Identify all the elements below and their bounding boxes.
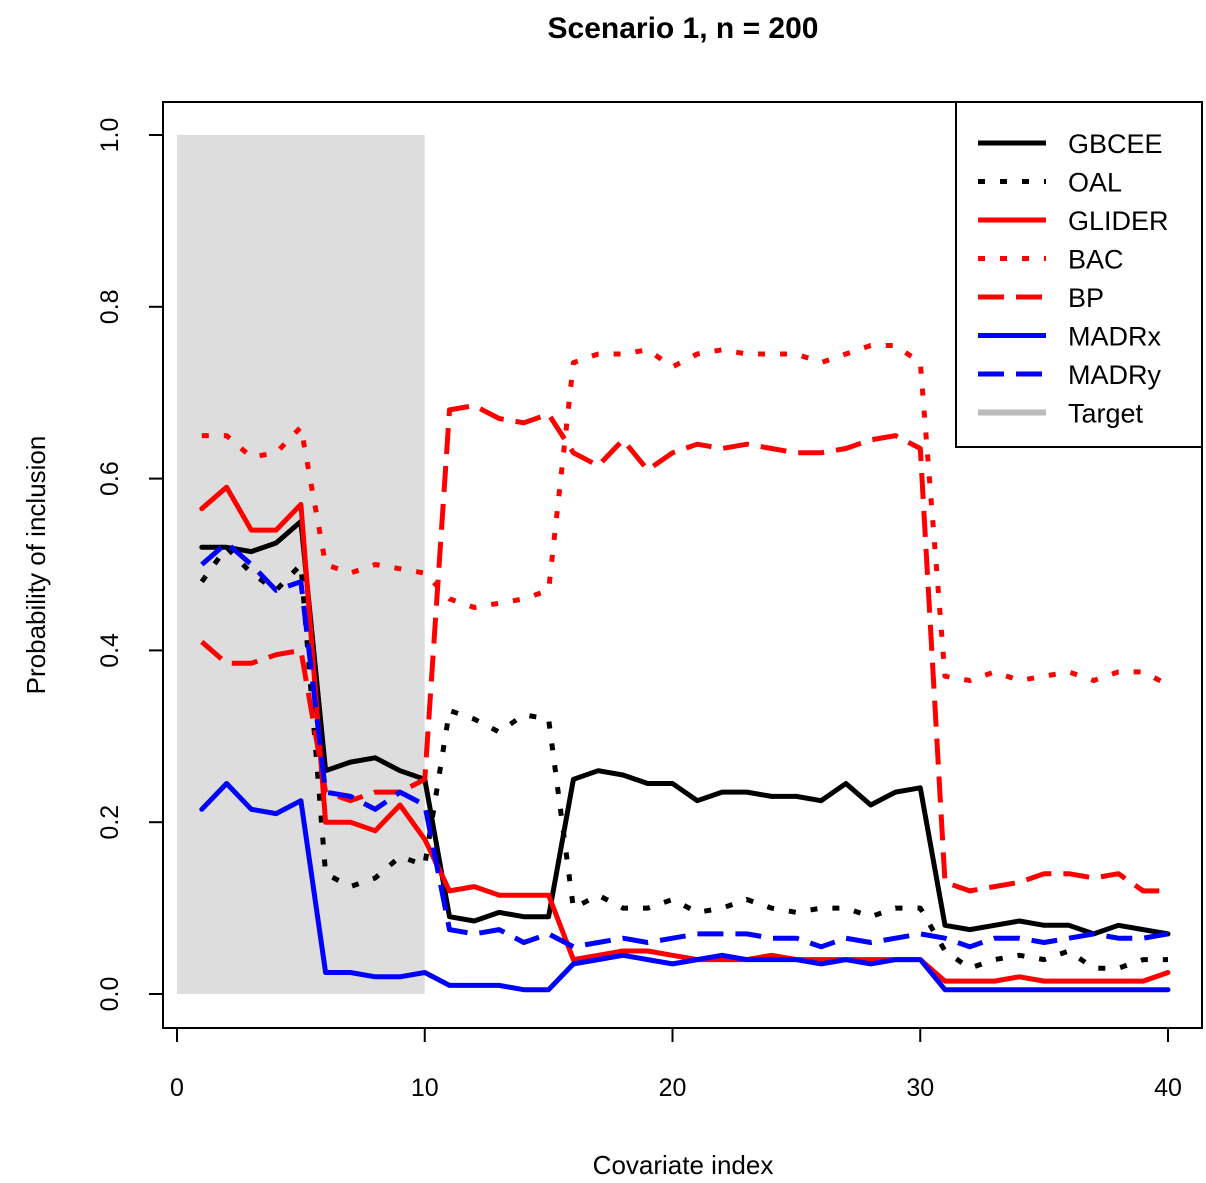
legend-label-bac: BAC: [1068, 245, 1124, 275]
series-line-bp: [200, 403, 1168, 894]
y-tick-label: 0.4: [96, 633, 124, 668]
x-tick-label: 0: [170, 1074, 184, 1102]
x-tick-label: 20: [659, 1074, 687, 1102]
legend-label-glider: GLIDER: [1068, 206, 1169, 236]
y-tick-label: 0.2: [96, 805, 124, 840]
legend-box: [955, 101, 1203, 448]
x-axis-label: Covariate index: [593, 1150, 774, 1180]
series-line-madry: [200, 540, 1169, 950]
y-tick-label: 0.8: [96, 289, 124, 324]
target-region: [177, 135, 425, 994]
x-tick-label: 40: [1154, 1074, 1182, 1102]
legend-label-gbcee: GBCEE: [1068, 129, 1163, 159]
y-tick-label: 1.0: [96, 118, 124, 153]
x-tick-label: 10: [411, 1074, 439, 1102]
series-line-madrx: [199, 781, 1171, 993]
x-tick-label: 30: [906, 1074, 934, 1102]
series-line-oal: [199, 544, 1168, 971]
legend-label-oal: OAL: [1068, 168, 1122, 198]
y-axis-label: Probability of inclusion: [21, 436, 51, 695]
legend-label-madrx: MADRx: [1068, 322, 1161, 352]
chart-title: Scenario 1, n = 200: [548, 12, 819, 45]
y-tick-label: 0.6: [96, 461, 124, 496]
series-line-glider: [199, 484, 1171, 984]
series-line-bac: [201, 343, 1170, 688]
legend-label-madry: MADRy: [1068, 360, 1161, 390]
legend-label-target: Target: [1068, 399, 1144, 429]
legend-label-bp: BP: [1068, 283, 1104, 313]
target-region-layer: [177, 135, 425, 994]
y-axis: 0.0 0.2 0.4 0.6 0.8 1.0: [96, 118, 164, 1012]
series-layer: [199, 343, 1171, 993]
y-tick-label: 0.0: [96, 977, 124, 1012]
x-axis: 0 10 20 30 40: [170, 1027, 1182, 1102]
series-line-gbcee: [199, 519, 1171, 937]
legend: GBCEE OAL GLIDER BAC BP MADRx MADRy Target: [955, 101, 1203, 448]
